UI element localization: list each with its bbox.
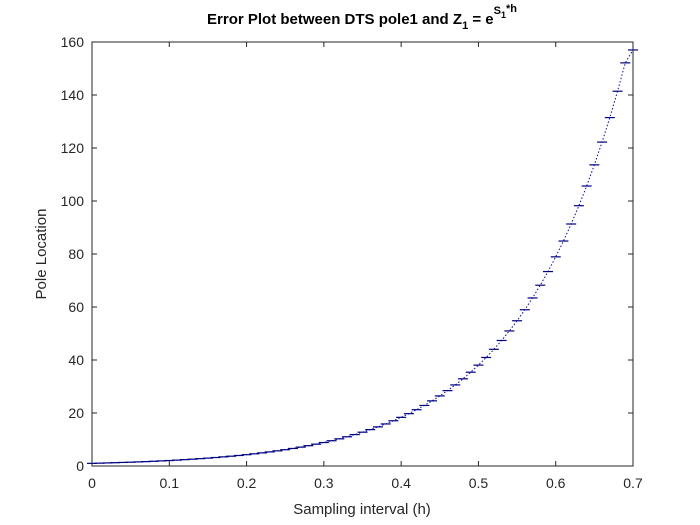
y-tick-label: 40 xyxy=(68,352,84,368)
title-sub1: 1 xyxy=(462,20,468,32)
title-sup: S xyxy=(494,5,501,17)
series-layer xyxy=(87,49,638,464)
x-tick-label: 0.6 xyxy=(546,475,566,491)
y-tick-label: 20 xyxy=(68,405,84,421)
title-eq: = e xyxy=(468,11,493,28)
x-tick-label: 0.7 xyxy=(623,475,643,491)
x-axis-label: Sampling interval (h) xyxy=(293,501,431,518)
title-supsub: 1 xyxy=(501,10,506,20)
y-tick-label: 60 xyxy=(68,299,84,315)
y-ticks: 0 20 40 60 80 100 120 140 160 xyxy=(61,34,633,474)
title-suptail: *h xyxy=(506,3,517,15)
x-tick-label: 0.5 xyxy=(469,475,489,491)
chart-title: Error Plot between DTS pole1 and Z1 = eS… xyxy=(207,3,517,32)
y-tick-label: 80 xyxy=(68,246,84,262)
y-tick-label: 100 xyxy=(61,193,85,209)
title-main: Error Plot between DTS pole1 and Z xyxy=(207,11,462,28)
x-tick-label: 0.3 xyxy=(314,475,334,491)
y-axis-label: Pole Location xyxy=(33,209,50,300)
y-tick-label: 120 xyxy=(61,140,85,156)
axes-background xyxy=(92,42,633,466)
y-tick-label: 0 xyxy=(76,458,84,474)
x-tick-label: 0.4 xyxy=(391,475,411,491)
x-tick-label: 0.2 xyxy=(237,475,257,491)
x-ticks: 0 0.1 0.2 0.3 0.4 0.5 0.6 0.7 xyxy=(88,42,643,491)
x-tick-label: 0 xyxy=(88,475,96,491)
y-tick-label: 160 xyxy=(61,34,85,50)
x-tick-label: 0.1 xyxy=(160,475,180,491)
plot-area: 0 0.1 0.2 0.3 0.4 0.5 0.6 0.7 0 20 40 60 80 100 120 14… xyxy=(61,34,643,491)
y-tick-label: 140 xyxy=(61,87,85,103)
